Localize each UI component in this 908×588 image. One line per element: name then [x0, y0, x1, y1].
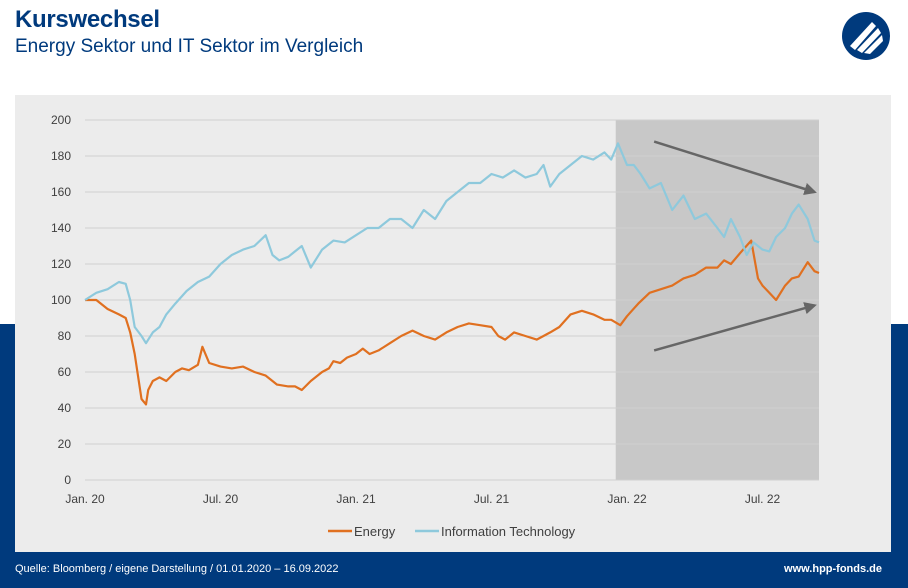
y-tick-label: 20: [58, 437, 72, 451]
page-header: Kurswechsel Energy Sektor und IT Sektor …: [15, 6, 363, 58]
legend-label: Energy: [354, 524, 396, 539]
x-tick-label: Jul. 21: [474, 492, 510, 506]
trend-arrow: [653, 140, 817, 195]
website-link[interactable]: www.hpp-fonds.de: [784, 563, 882, 575]
x-tick-label: Jan. 21: [336, 492, 376, 506]
y-tick-label: 120: [51, 257, 71, 271]
y-tick-label: 140: [51, 221, 71, 235]
y-tick-label: 160: [51, 185, 71, 199]
x-tick-label: Jul. 22: [745, 492, 781, 506]
y-tick-label: 60: [58, 365, 72, 379]
line-chart: 0 20 40 60 80 100 120 140 160 180 200 Jan. 20 Jul. 2…: [51, 113, 820, 539]
y-tick-label: 200: [51, 113, 71, 127]
y-tick-label: 100: [51, 293, 71, 307]
series-line-energy: [85, 239, 820, 406]
x-tick-label: Jan. 20: [65, 492, 105, 506]
page-title: Kurswechsel: [15, 6, 160, 33]
legend-label: Information Technology: [441, 524, 576, 539]
y-tick-label: 40: [58, 401, 72, 415]
page-subtitle: Energy Sektor und IT Sektor im Vergleich: [15, 36, 364, 57]
x-tick-label: Jul. 20: [203, 492, 239, 506]
source-note: Quelle: Bloomberg / eigene Darstellung /…: [15, 563, 339, 575]
y-tick-label: 0: [64, 473, 71, 487]
series-line-information-technology: [84, 142, 820, 345]
x-tick-label: Jan. 22: [607, 492, 647, 506]
y-tick-label: 80: [58, 329, 72, 343]
y-tick-label: 180: [51, 149, 71, 163]
trend-arrow: [653, 302, 817, 352]
hpp-logo-icon: [842, 12, 890, 60]
chart-panel: 0 20 40 60 80 100 120 140 160 180 200 Jan. 20 Jul. 2…: [15, 95, 891, 552]
